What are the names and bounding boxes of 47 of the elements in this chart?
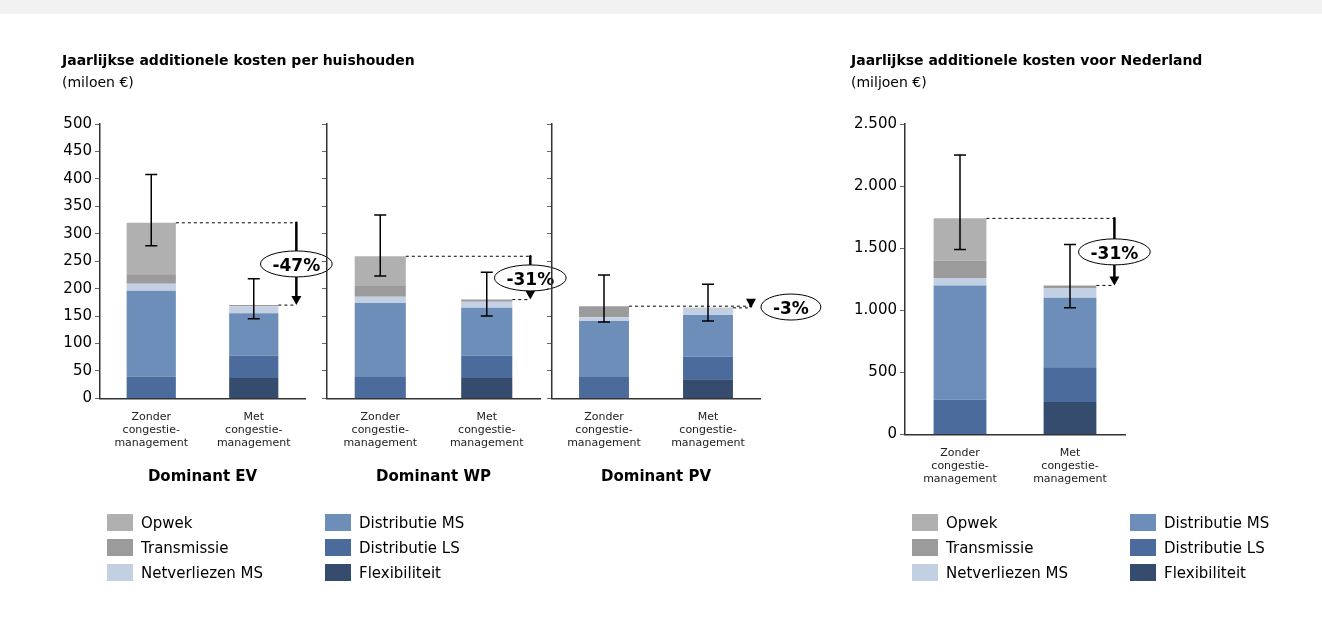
legend-label: Transmissie bbox=[141, 538, 229, 557]
y-tick-label: 300 bbox=[63, 223, 92, 242]
y-tick-label: 350 bbox=[63, 196, 92, 215]
y-tick-label: 1.000 bbox=[854, 300, 897, 319]
y-tick-label: 150 bbox=[63, 305, 92, 324]
x-tick-label: Met congestie-management bbox=[216, 409, 292, 450]
y-tick-label: 400 bbox=[63, 168, 92, 187]
legend-label: Distributie MS bbox=[359, 513, 465, 532]
legend-label: Distributie LS bbox=[359, 538, 460, 557]
x-axis-title: Dominant WP bbox=[376, 466, 491, 485]
legend-label: Opwek bbox=[946, 513, 998, 532]
legend-label: Opwek bbox=[141, 513, 193, 532]
y-tick-label: 50 bbox=[72, 360, 92, 379]
y-tick-label: 200 bbox=[63, 278, 92, 297]
y-tick-label: 1.500 bbox=[854, 238, 897, 257]
x-tick-label: Zonder congestie-management bbox=[114, 409, 189, 450]
y-tick-label: 250 bbox=[63, 251, 92, 270]
x-tick-label: Met congestie-management bbox=[449, 409, 525, 450]
legend-label: Transmissie bbox=[946, 538, 1034, 557]
legend-label: Netverliezen MS bbox=[141, 563, 264, 582]
chart-subtitle: (miloen €) bbox=[62, 74, 134, 90]
y-tick-label: 2.000 bbox=[854, 175, 897, 194]
x-axis-title: Dominant PV bbox=[600, 466, 712, 485]
legend-label: Distributie MS bbox=[1164, 513, 1270, 532]
y-tick-label: 500 bbox=[868, 362, 897, 381]
annotation: -47% bbox=[272, 254, 321, 275]
chart-subtitle: (miljoen €) bbox=[851, 74, 927, 90]
chart-title: Jaarlijkse additionele kosten voor Nederland bbox=[851, 52, 1203, 68]
x-tick-label: Met congestie-management bbox=[671, 409, 746, 450]
legend-label: Flexibiliteit bbox=[359, 563, 441, 582]
x-tick-label: Zonder congestie-management bbox=[923, 445, 998, 486]
y-tick-label: 500 bbox=[63, 113, 92, 132]
legend-label: Netverliezen MS bbox=[946, 563, 1069, 582]
x-tick-label: Met congestie-management bbox=[1033, 445, 1108, 486]
legend-label: Flexibiliteit bbox=[1164, 563, 1246, 582]
y-tick-label: 2.500 bbox=[854, 113, 897, 132]
y-tick-label: 0 bbox=[82, 388, 92, 407]
y-tick-label: 450 bbox=[63, 141, 92, 160]
chart-title: Jaarlijkse additionele kosten per huishouden bbox=[62, 52, 415, 68]
x-tick-label: Zonder congestie-management bbox=[343, 409, 418, 450]
y-tick-label: 0 bbox=[887, 424, 897, 443]
y-tick-label: 100 bbox=[63, 333, 92, 352]
legend-label: Distributie LS bbox=[1164, 538, 1265, 557]
text: -3% bbox=[772, 298, 809, 319]
x-axis-title: Dominant EV bbox=[147, 466, 258, 485]
annotation: -31% bbox=[1090, 242, 1139, 263]
x-tick-label: Zonder congestie-management bbox=[567, 409, 642, 450]
